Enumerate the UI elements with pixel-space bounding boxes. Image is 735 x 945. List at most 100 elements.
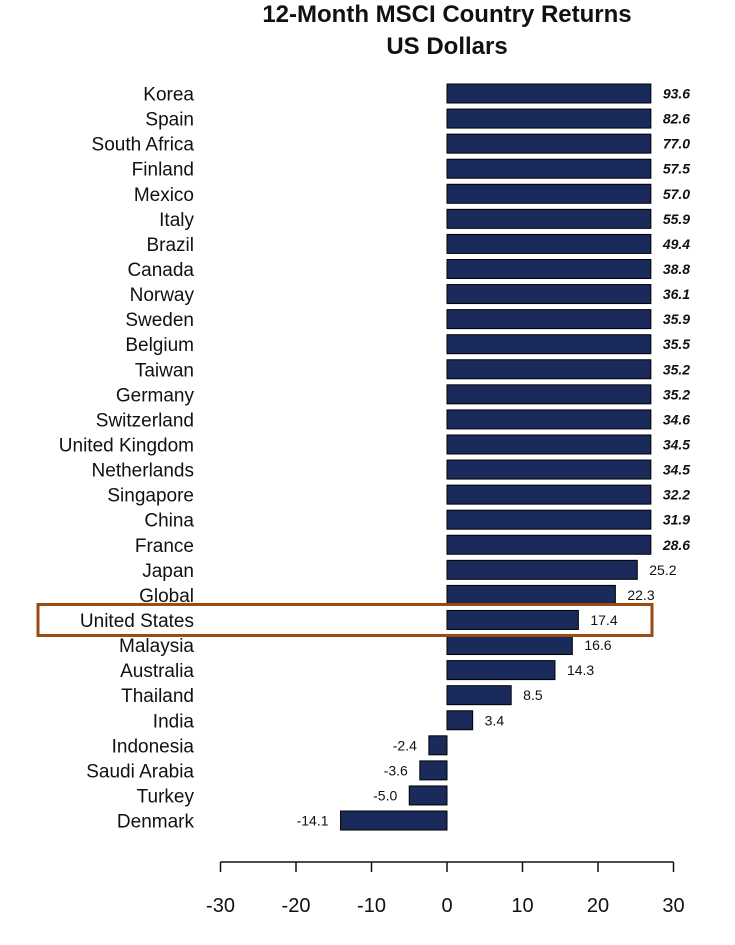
value-label: 35.9 [663, 311, 690, 327]
bar [446, 710, 474, 731]
category-label: Mexico [134, 185, 194, 206]
x-tick-label: 20 [587, 895, 609, 917]
category-label: Malaysia [119, 636, 194, 657]
category-label: Brazil [146, 235, 194, 256]
category-label: Canada [127, 260, 194, 281]
value-label: -3.6 [384, 762, 408, 778]
bar [446, 559, 638, 580]
bar [446, 584, 616, 605]
value-label: 34.5 [663, 436, 690, 452]
category-label: Indonesia [112, 736, 195, 757]
bar [446, 509, 652, 530]
value-label: 17.4 [590, 612, 617, 628]
category-label: France [135, 536, 194, 557]
highlight-box [36, 602, 654, 637]
category-label: Korea [143, 85, 194, 106]
x-tick-label: 30 [662, 895, 684, 917]
value-label: 3.4 [485, 712, 505, 728]
value-label: 77.0 [663, 136, 690, 152]
category-label: Singapore [107, 486, 194, 507]
bar [446, 685, 512, 706]
category-label: Italy [159, 210, 194, 231]
bar [446, 233, 652, 254]
value-label: 55.9 [663, 211, 690, 227]
category-label: India [153, 711, 195, 732]
bar [428, 735, 448, 756]
x-tick-label: 10 [511, 895, 533, 917]
x-tick-label: -30 [206, 895, 235, 917]
bar [408, 785, 448, 806]
bar [446, 158, 652, 179]
value-label: -2.4 [393, 737, 417, 753]
value-label: 57.0 [663, 186, 690, 202]
bar [446, 284, 652, 305]
value-label: 8.5 [523, 687, 543, 703]
category-label: Sweden [125, 310, 194, 331]
bar [446, 459, 652, 480]
value-label: 34.5 [663, 462, 690, 478]
category-label: Saudi Arabia [86, 761, 194, 782]
chart-subtitle: US Dollars [386, 33, 507, 60]
category-label: China [144, 511, 194, 532]
bar [446, 359, 652, 380]
bar [419, 760, 448, 781]
bar [446, 660, 556, 681]
value-label: 35.2 [663, 361, 690, 377]
category-label: Finland [132, 160, 194, 181]
value-label: 57.5 [663, 161, 690, 177]
category-label: United States [80, 611, 194, 632]
category-label: Norway [130, 285, 195, 306]
bar [446, 434, 652, 455]
bar [446, 534, 652, 555]
category-label: Belgium [125, 335, 194, 356]
bar [446, 208, 652, 229]
category-label: Taiwan [135, 360, 194, 381]
x-tick-label: 0 [441, 895, 452, 917]
value-label: 38.8 [663, 261, 690, 277]
value-label: 36.1 [663, 286, 690, 302]
category-label: South Africa [92, 135, 195, 156]
value-label: 22.3 [627, 587, 654, 603]
value-label: 25.2 [649, 562, 676, 578]
bar [340, 810, 448, 831]
category-label: Turkey [137, 786, 195, 807]
category-label: Denmark [117, 812, 195, 833]
value-label: 31.9 [663, 512, 690, 528]
category-label: Netherlands [92, 461, 194, 482]
bar [446, 133, 652, 154]
bar [446, 309, 652, 330]
value-label: 35.2 [663, 386, 690, 402]
category-label: United Kingdom [59, 435, 194, 456]
value-label: 16.6 [584, 637, 611, 653]
category-label: Global [139, 586, 194, 607]
bar [446, 409, 652, 430]
value-label: 14.3 [567, 662, 594, 678]
bar [446, 83, 652, 104]
value-label: 28.6 [662, 537, 690, 553]
category-label: Japan [142, 561, 194, 582]
category-label: Germany [116, 385, 195, 406]
category-label: Thailand [121, 686, 194, 707]
value-label: 34.6 [663, 411, 690, 427]
value-label: 35.5 [663, 336, 690, 352]
bar [446, 635, 573, 656]
value-label: 32.2 [663, 487, 690, 503]
category-label: Australia [120, 661, 194, 682]
bars-layer: Korea 93.6 Spain 82.6 South Africa 77.0 Finlan… [36, 83, 690, 833]
x-axis: -30 -20 -10 0 10 20 30 [206, 861, 685, 917]
bar [446, 108, 652, 129]
chart-title: 12-Month MSCI Country Returns [262, 1, 631, 28]
bar [446, 609, 579, 630]
value-label: -14.1 [297, 813, 329, 829]
bar [446, 334, 652, 355]
bar [446, 384, 652, 405]
value-label: 82.6 [663, 111, 690, 127]
value-label: 93.6 [663, 86, 690, 102]
bar [446, 183, 652, 204]
value-label: -5.0 [373, 787, 397, 803]
bar [446, 484, 652, 505]
bar [446, 258, 652, 279]
x-tick-label: -20 [282, 895, 311, 917]
category-label: Switzerland [96, 410, 194, 431]
